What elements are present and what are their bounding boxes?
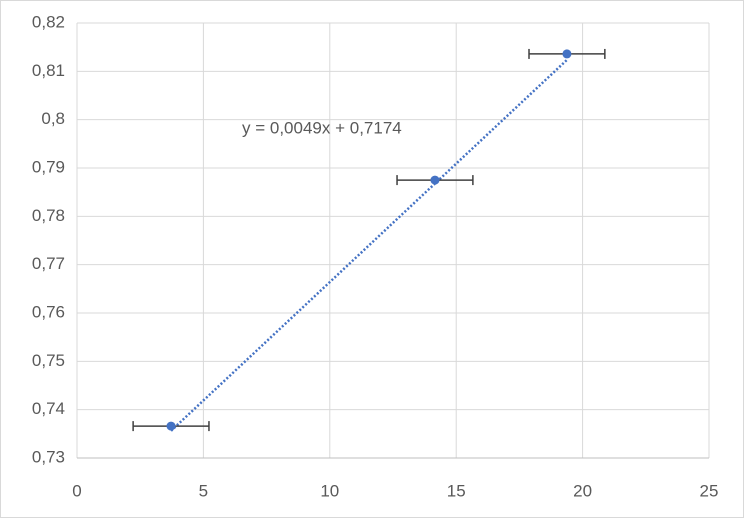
x-tick-label: 5 — [199, 481, 208, 500]
y-tick-label: 0,79 — [32, 157, 65, 176]
y-tick-label: 0,76 — [32, 302, 65, 321]
y-tick-label: 0,82 — [32, 12, 65, 31]
x-tick-label: 20 — [573, 481, 592, 500]
trendline — [170, 59, 568, 432]
y-tick-label: 0,78 — [32, 206, 65, 225]
y-tick-label: 0,77 — [32, 254, 65, 273]
y-tick-label: 0,73 — [32, 447, 65, 466]
x-tick-label: 0 — [72, 481, 81, 500]
y-tick-label: 0,81 — [32, 61, 65, 80]
x-tick-label: 25 — [700, 481, 719, 500]
data-point — [166, 421, 176, 431]
data-point — [562, 49, 572, 59]
trendline-equation: y = 0,0049x + 0,7174 — [242, 118, 402, 137]
data-point — [430, 175, 440, 185]
x-tick-label: 15 — [447, 481, 466, 500]
y-tick-label: 0,74 — [32, 399, 65, 418]
y-tick-label: 0,8 — [41, 109, 65, 128]
y-tick-label: 0,75 — [32, 351, 65, 370]
x-tick-label: 10 — [320, 481, 339, 500]
